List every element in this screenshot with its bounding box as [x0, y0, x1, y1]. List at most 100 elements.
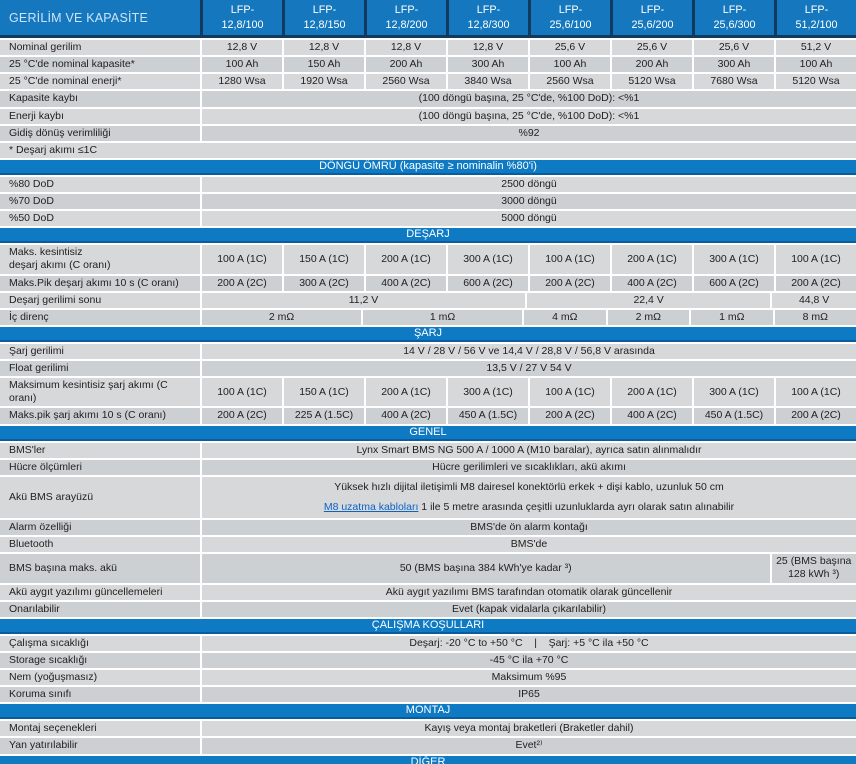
cell-value: 1 mΩ — [361, 309, 522, 325]
row-cells: 12,8 V 12,8 V 12,8 V 12,8 V 25,6 V 25,6 V 25,6… — [200, 40, 856, 56]
row-cells: 14 V / 28 V / 56 V ve 14,4 V / 28,8 V / … — [200, 343, 856, 359]
row-cells: Akü aygıt yazılımı BMS tarafından otomat… — [200, 584, 856, 600]
row-cells: 100 Ah 150 Ah 200 Ah 300 Ah 100 Ah 200 Ah 300 … — [200, 57, 856, 73]
cell-value: 7680 Wsa — [692, 74, 774, 90]
row-label: Float gerilimi — [0, 361, 200, 377]
cell-value: IP65 — [200, 687, 856, 703]
cell-value: Deşarj: -20 °C to +50 °C | Şarj: +5 °C i… — [200, 635, 856, 651]
table-row: Deşarj gerilimi sonu 11,2 V 22,4 V 44,8 V — [0, 292, 856, 308]
cell-value: 13,5 V / 27 V 54 V — [200, 361, 856, 377]
cell-value: 450 A (1.5C) — [446, 408, 528, 424]
row-label: 25 °C'de nominal kapasite* — [0, 57, 200, 73]
row-label: %50 DoD — [0, 211, 200, 227]
row-label: Maks. kesintisiz deşarj akımı (C oranı) — [0, 245, 200, 274]
row-cells: 2500 döngü — [200, 176, 856, 192]
row-cells: IP65 — [200, 687, 856, 703]
section-bar: ÇALIŞMA KOŞULLARI — [0, 618, 856, 634]
cell-value: BMS'de ön alarm kontağı — [200, 520, 856, 536]
row-cells: 1280 Wsa 1920 Wsa 2560 Wsa 3840 Wsa 2560 Wsa… — [200, 74, 856, 90]
cell-value: 1 mΩ — [689, 309, 773, 325]
row-cells: (100 döngü başına, 25 °C'de, %100 DoD): … — [200, 108, 856, 124]
m8-extension-cables-link[interactable]: M8 uzatma kabloları — [323, 500, 419, 513]
row-cells: 50 (BMS başına 384 kWh'ye kadar ³) 25 (BM… — [200, 554, 856, 583]
row-cells: 200 A (2C) 225 A (1.5C) 400 A (2C) 450 A (1… — [200, 408, 856, 424]
cell-value: 2560 Wsa — [528, 74, 610, 90]
row-cells: Hücre gerilimleri ve sıcaklıkları, akü a… — [200, 459, 856, 475]
cell-value: %92 — [200, 125, 856, 141]
cell-value: 5120 Wsa — [774, 74, 856, 90]
row-cells: 3000 döngü — [200, 194, 856, 210]
row-cells: 5000 döngü — [200, 211, 856, 227]
cell-value: 200 A (1C) — [610, 378, 692, 407]
cell-value: 22,4 V — [525, 292, 771, 308]
table-header: GERİLİM VE KAPASİTE LFP- 12,8/100 LFP- 12… — [0, 0, 856, 38]
cell-value: 3000 döngü — [200, 194, 856, 210]
row-cells: (100 döngü başına, 25 °C'de, %100 DoD): … — [200, 91, 856, 107]
cell-value: 100 A (1C) — [774, 245, 856, 274]
cell-value: 400 A (2C) — [364, 275, 446, 291]
row-label: Enerji kaybı — [0, 108, 200, 124]
cell-value: 14 V / 28 V / 56 V ve 14,4 V / 28,8 V / … — [200, 343, 856, 359]
cell-value: Yüksek hızlı dijital iletişimli M8 daire… — [200, 476, 856, 518]
cell-value: 44,8 V — [770, 292, 856, 308]
cell-value: (100 döngü başına, 25 °C'de, %100 DoD): … — [200, 91, 856, 107]
table-row: Alarm özelliği BMS'de ön alarm kontağı — [0, 520, 856, 536]
row-cells: %92 — [200, 125, 856, 141]
cell-value: 200 A (2C) — [774, 275, 856, 291]
row-cells: BMS'de — [200, 537, 856, 553]
cell-value: 100 A (1C) — [200, 245, 282, 274]
table-row: %70 DoD 3000 döngü — [0, 194, 856, 210]
cell-value: Maksimum %95 — [200, 670, 856, 686]
row-label: Bluetooth — [0, 537, 200, 553]
table-row: Şarj gerilimi 14 V / 28 V / 56 V ve 14,4 … — [0, 343, 856, 359]
cell-value: 100 A (1C) — [774, 378, 856, 407]
table-row: Storage sıcaklığı -45 °C ila +70 °C — [0, 652, 856, 668]
table-row: Maks.Pik deşarj akımı 10 s (C oranı) 200 … — [0, 275, 856, 291]
cell-line: M8 uzatma kabloları 1 ile 5 metre arasın… — [323, 500, 735, 513]
cell-value: 2500 döngü — [200, 176, 856, 192]
cell-value: 100 A (1C) — [528, 378, 610, 407]
column-header: LFP- 12,8/200 — [364, 0, 446, 35]
cell-value: 300 A (1C) — [446, 378, 528, 407]
table-row: Akü BMS arayüzü Yüksek hızlı dijital ilet… — [0, 476, 856, 518]
table-row: %80 DoD 2500 döngü — [0, 176, 856, 192]
column-header: LFP- 51,2/100 — [774, 0, 856, 35]
cell-value: 3840 Wsa — [446, 74, 528, 90]
row-cells: Kayış veya montaj braketleri (Braketler … — [200, 721, 856, 737]
row-label: Onarılabilir — [0, 601, 200, 617]
table-row: BMS başına maks. akü 50 (BMS başına 384 k… — [0, 554, 856, 583]
cell-value: 450 A (1.5C) — [692, 408, 774, 424]
row-label: %80 DoD — [0, 176, 200, 192]
cell-value: 2 mΩ — [200, 309, 361, 325]
table-row: Maks. kesintisiz deşarj akımı (C oranı) 1… — [0, 245, 856, 274]
cell-value: 300 A (2C) — [282, 275, 364, 291]
row-cells: -45 °C ila +70 °C — [200, 652, 856, 668]
cell-value: Evet (kapak vidalarla çıkarılabilir) — [200, 601, 856, 617]
cell-value: (100 döngü başına, 25 °C'de, %100 DoD): … — [200, 108, 856, 124]
cell-line: Yüksek hızlı dijital iletişimli M8 daire… — [334, 480, 724, 493]
cell-value: 300 A (1C) — [692, 378, 774, 407]
cell-value: 200 A (2C) — [200, 275, 282, 291]
row-label: Storage sıcaklığı — [0, 652, 200, 668]
column-header: LFP- 12,8/300 — [446, 0, 528, 35]
cell-value: 2 mΩ — [605, 309, 689, 325]
cell-value: 150 A (1C) — [282, 378, 364, 407]
row-label: Alarm özelliği — [0, 520, 200, 536]
cell-value: Kayış veya montaj braketleri (Braketler … — [200, 721, 856, 737]
cell-value: 25 (BMS başına 128 kWh ³) — [769, 554, 856, 583]
row-label: İç direnç — [0, 309, 200, 325]
cell-value: 225 A (1.5C) — [282, 408, 364, 424]
row-cells: Evet (kapak vidalarla çıkarılabilir) — [200, 601, 856, 617]
section-bar: DÖNGÜ ÖMRÜ (kapasite ≥ nominalin %80'i) — [0, 159, 856, 175]
cell-value: 1920 Wsa — [282, 74, 364, 90]
row-label: %70 DoD — [0, 194, 200, 210]
cell-value: 200 A (2C) — [528, 408, 610, 424]
cell-value: 100 Ah — [200, 57, 282, 73]
cell-value: 5000 döngü — [200, 211, 856, 227]
row-cells: 13,5 V / 27 V 54 V — [200, 361, 856, 377]
column-header: LFP- 12,8/150 — [282, 0, 364, 35]
row-label: Nem (yoğuşmasız) — [0, 670, 200, 686]
cell-value: BMS'de — [200, 537, 856, 553]
cell-value: 12,8 V — [200, 40, 282, 56]
